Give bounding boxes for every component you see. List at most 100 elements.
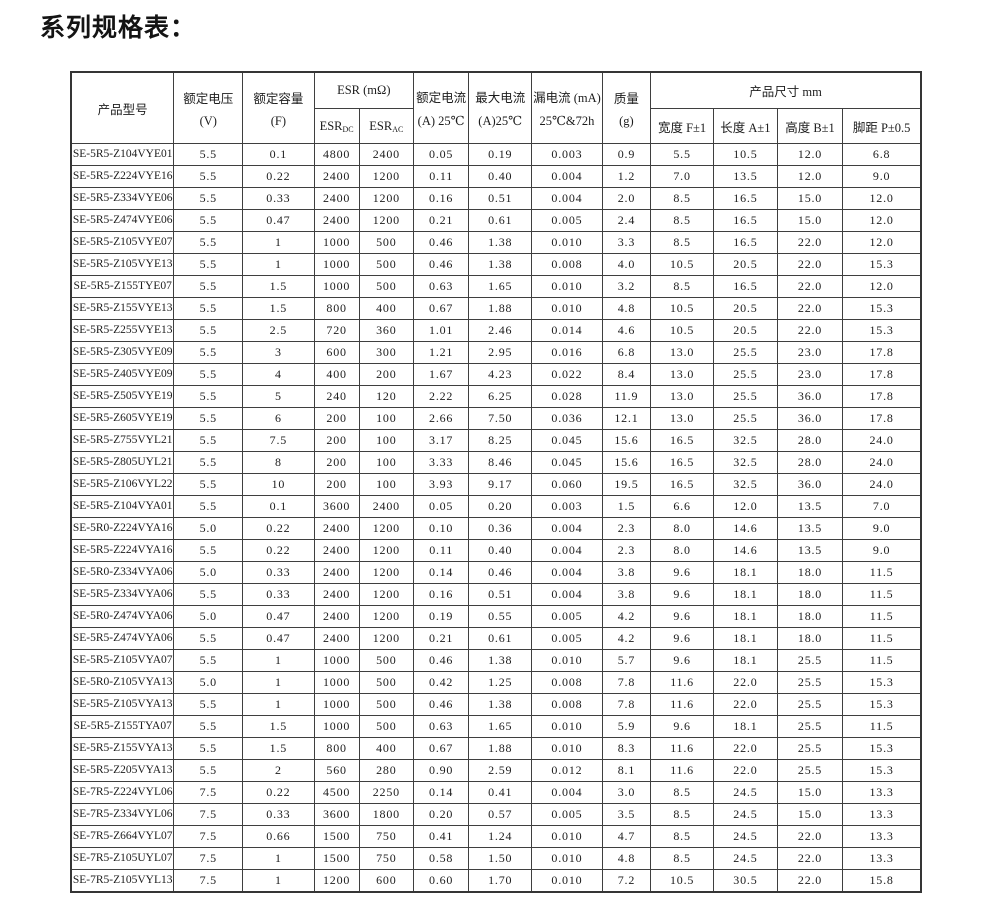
cell-width: 7.0: [650, 165, 715, 188]
cell-mass: 1.5: [601, 495, 652, 518]
cell-esr_ac: 100: [358, 473, 415, 496]
cell-capacity: 0.33: [242, 561, 315, 584]
cell-length: 25.5: [713, 385, 778, 408]
col-header-rated-capacity-line1: 额定容量: [253, 91, 304, 106]
cell-pitch: 24.0: [842, 451, 922, 474]
cell-max_current: 0.57: [468, 803, 533, 826]
cell-max_current: 1.25: [468, 671, 533, 694]
cell-capacity: 5: [242, 385, 315, 408]
cell-model: SE-5R0-Z105VYA13: [70, 671, 175, 694]
cell-mass: 7.2: [601, 869, 652, 893]
cell-pitch: 11.5: [842, 649, 922, 672]
cell-leakage: 0.010: [531, 825, 603, 848]
cell-length: 18.1: [713, 583, 778, 606]
cell-rated_current: 0.11: [413, 165, 470, 188]
cell-model: SE-5R5-Z505VYE19: [70, 385, 175, 408]
cell-pitch: 11.5: [842, 715, 922, 738]
cell-capacity: 0.33: [242, 187, 315, 210]
cell-voltage: 5.5: [173, 319, 244, 342]
cell-leakage: 0.004: [531, 517, 603, 540]
col-header-length: 长度 A±1: [713, 108, 778, 144]
cell-esr_dc: 1000: [313, 715, 360, 738]
table-row: SE-5R5-Z104VYE01 5.5 0.1 4800 2400 0.05 0.19 0.…: [70, 143, 922, 166]
table-row: SE-5R5-Z334VYE06 5.5 0.33 2400 1200 0.16 0.51 0…: [70, 187, 922, 210]
cell-max_current: 1.65: [468, 715, 533, 738]
cell-capacity: 0.1: [242, 495, 315, 518]
cell-model: SE-5R5-Z305VYE09: [70, 341, 175, 364]
cell-model: SE-5R5-Z474VYA06: [70, 627, 175, 650]
table-row: SE-5R0-Z334VYA06 5.0 0.33 2400 1200 0.14 0.46 0…: [70, 561, 922, 584]
table-row: SE-5R5-Z155TYE07 5.5 1.5 1000 500 0.63 1.65 0.0…: [70, 275, 922, 298]
table-row: SE-5R0-Z224VYA16 5.0 0.22 2400 1200 0.10 0.36 0…: [70, 517, 922, 540]
cell-pitch: 12.0: [842, 275, 922, 298]
cell-capacity: 1.5: [242, 297, 315, 320]
cell-leakage: 0.005: [531, 803, 603, 826]
cell-mass: 4.2: [601, 605, 652, 628]
cell-max_current: 1.38: [468, 693, 533, 716]
col-header-rated-voltage-line2: (V): [199, 113, 217, 128]
cell-height: 25.5: [776, 759, 844, 782]
cell-height: 13.5: [776, 495, 844, 518]
cell-leakage: 0.005: [531, 209, 603, 232]
cell-esr_dc: 2400: [313, 517, 360, 540]
cell-esr_dc: 4800: [313, 143, 360, 166]
table-row: SE-5R5-Z474VYA06 5.5 0.47 2400 1200 0.21 0.61 0…: [70, 627, 922, 650]
cell-pitch: 13.3: [842, 825, 922, 848]
cell-rated_current: 0.41: [413, 825, 470, 848]
cell-voltage: 5.5: [173, 539, 244, 562]
cell-mass: 19.5: [601, 473, 652, 496]
table-row: SE-5R5-Z104VYA01 5.5 0.1 3600 2400 0.05 0.20 0.…: [70, 495, 922, 518]
cell-rated_current: 0.21: [413, 209, 470, 232]
cell-pitch: 11.5: [842, 627, 922, 650]
cell-max_current: 0.61: [468, 209, 533, 232]
cell-esr_ac: 300: [358, 341, 415, 364]
cell-esr_ac: 750: [358, 825, 415, 848]
cell-capacity: 1: [242, 869, 315, 893]
cell-capacity: 1: [242, 693, 315, 716]
cell-width: 8.5: [650, 803, 715, 826]
cell-rated_current: 0.90: [413, 759, 470, 782]
cell-height: 18.0: [776, 627, 844, 650]
col-header-width: 宽度 F±1: [650, 108, 715, 144]
cell-height: 22.0: [776, 869, 844, 893]
col-header-rated-current-line2: (A) 25℃: [417, 114, 465, 128]
cell-mass: 11.9: [601, 385, 652, 408]
table-row: SE-5R5-Z105VYE13 5.5 1 1000 500 0.46 1.38 0.008…: [70, 253, 922, 276]
cell-voltage: 5.5: [173, 429, 244, 452]
cell-mass: 2.3: [601, 539, 652, 562]
cell-height: 18.0: [776, 583, 844, 606]
cell-pitch: 24.0: [842, 473, 922, 496]
cell-height: 22.0: [776, 847, 844, 870]
cell-width: 8.5: [650, 825, 715, 848]
col-header-max-current-line1: 最大电流: [475, 91, 526, 105]
cell-leakage: 0.010: [531, 869, 603, 893]
cell-mass: 4.8: [601, 297, 652, 320]
cell-max_current: 0.51: [468, 583, 533, 606]
cell-model: SE-5R5-Z105VYE07: [70, 231, 175, 254]
cell-rated_current: 0.60: [413, 869, 470, 893]
cell-capacity: 4: [242, 363, 315, 386]
cell-width: 11.6: [650, 759, 715, 782]
cell-model: SE-5R0-Z334VYA06: [70, 561, 175, 584]
cell-voltage: 5.5: [173, 583, 244, 606]
cell-rated_current: 0.05: [413, 143, 470, 166]
cell-width: 9.6: [650, 627, 715, 650]
cell-rated_current: 0.63: [413, 715, 470, 738]
cell-height: 22.0: [776, 275, 844, 298]
cell-max_current: 6.25: [468, 385, 533, 408]
cell-model: SE-5R5-Z105VYA13: [70, 693, 175, 716]
cell-mass: 15.6: [601, 429, 652, 452]
cell-esr_ac: 1200: [358, 583, 415, 606]
cell-rated_current: 2.66: [413, 407, 470, 430]
cell-length: 32.5: [713, 451, 778, 474]
cell-max_current: 0.19: [468, 143, 533, 166]
cell-width: 11.6: [650, 693, 715, 716]
cell-mass: 2.0: [601, 187, 652, 210]
cell-height: 12.0: [776, 143, 844, 166]
cell-capacity: 10: [242, 473, 315, 496]
cell-esr_dc: 400: [313, 363, 360, 386]
cell-esr_ac: 100: [358, 407, 415, 430]
cell-length: 25.5: [713, 363, 778, 386]
cell-esr_ac: 500: [358, 231, 415, 254]
cell-voltage: 7.5: [173, 803, 244, 826]
